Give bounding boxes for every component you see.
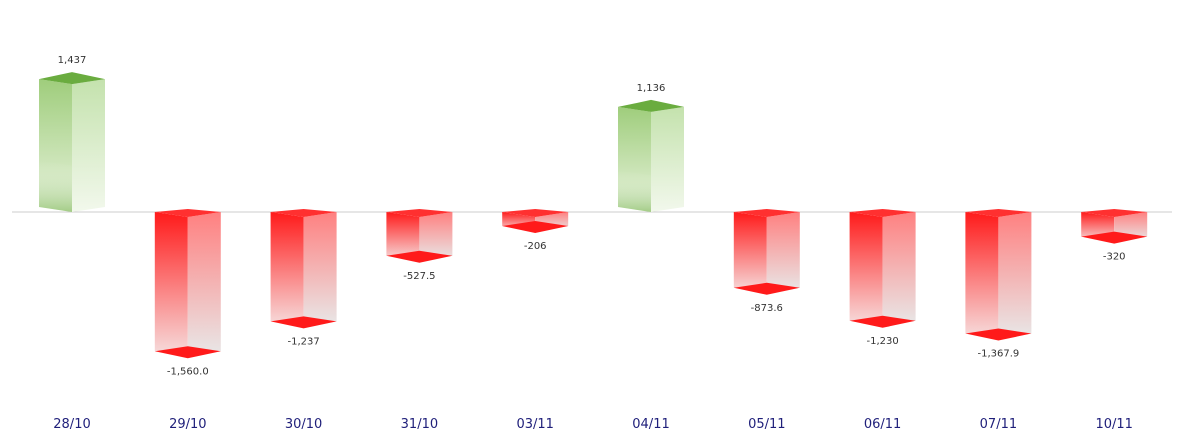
bar-top-cap	[618, 99, 684, 112]
value-label: -320	[1103, 252, 1126, 263]
bar-bottom-cap	[154, 346, 221, 359]
bar-28-10	[39, 72, 105, 212]
bar-bottom-cap	[849, 315, 916, 328]
bar-07-11	[965, 209, 1032, 341]
value-label: -1,230	[866, 336, 898, 347]
category-labels-layer: 28/10 29/10 30/10 31/10 03/11 04/11 05/11 06/11…	[53, 417, 1133, 432]
category-label: 03/11	[516, 417, 553, 432]
bar-top-rim	[965, 209, 1032, 217]
category-label: 06/11	[864, 417, 901, 432]
bar-31-10	[386, 209, 453, 263]
bar-bottom-cap	[386, 250, 453, 263]
bar-04-11	[618, 99, 684, 212]
category-label: 05/11	[748, 417, 785, 432]
bar-left-face	[965, 212, 999, 339]
bar-right-face	[882, 212, 916, 326]
value-labels-layer: 1,437 -1,560.0 -1,237 -527.5 -206 1,136 -873.6…	[58, 55, 1126, 377]
bar-top-cap	[39, 72, 105, 85]
bar-left-face	[849, 212, 883, 326]
category-label: 10/11	[1095, 417, 1132, 432]
bar-left-face	[733, 212, 767, 293]
bar-right-face	[766, 212, 800, 293]
category-label: 31/10	[401, 417, 438, 432]
category-label: 07/11	[980, 417, 1017, 432]
bar-right-face	[419, 212, 453, 261]
value-label: -1,367.9	[978, 349, 1020, 360]
bar-10-11	[1081, 209, 1148, 244]
value-label: -1,237	[287, 336, 319, 347]
category-label: 30/10	[285, 417, 322, 432]
bar-top-rim	[733, 209, 800, 217]
bar-bottom-cap	[1081, 231, 1148, 244]
bar-05-11	[733, 209, 800, 295]
bar-top-rim	[270, 209, 337, 217]
value-label: -206	[524, 241, 547, 252]
value-label: -527.5	[403, 271, 435, 282]
bar-top-rim	[1081, 209, 1148, 217]
value-label: -1,560.0	[167, 366, 209, 377]
bar-29-10	[154, 209, 221, 359]
bar-bottom-cap	[270, 316, 337, 329]
bar-base-shade	[618, 170, 651, 212]
bar-top-rim	[386, 209, 453, 217]
bar-base-shade	[39, 160, 72, 212]
bar-06-11	[849, 209, 916, 328]
bar-bottom-cap	[502, 221, 569, 234]
bar-right-face	[998, 212, 1032, 339]
bar-03-11	[502, 209, 569, 234]
bars-layer	[39, 72, 1148, 359]
category-label: 04/11	[632, 417, 669, 432]
value-label: 1,136	[637, 83, 666, 94]
bar-left-face	[154, 212, 188, 357]
category-label: 28/10	[53, 417, 90, 432]
bar-bottom-cap	[733, 282, 800, 295]
bar-left-face	[386, 212, 420, 261]
bar-right-face	[651, 106, 684, 212]
bar-bottom-cap	[965, 328, 1032, 341]
bar-right-face	[187, 212, 221, 357]
category-label: 29/10	[169, 417, 206, 432]
bar-right-face	[72, 79, 105, 212]
bar-right-face	[303, 212, 337, 327]
bar-top-rim	[849, 209, 916, 217]
bar-top-rim	[154, 209, 221, 217]
bar-30-10	[270, 209, 337, 329]
value-label: 1,437	[58, 55, 87, 66]
bar-left-face	[270, 212, 304, 327]
value-label: -873.6	[751, 303, 783, 314]
bar-top-rim	[502, 209, 569, 217]
